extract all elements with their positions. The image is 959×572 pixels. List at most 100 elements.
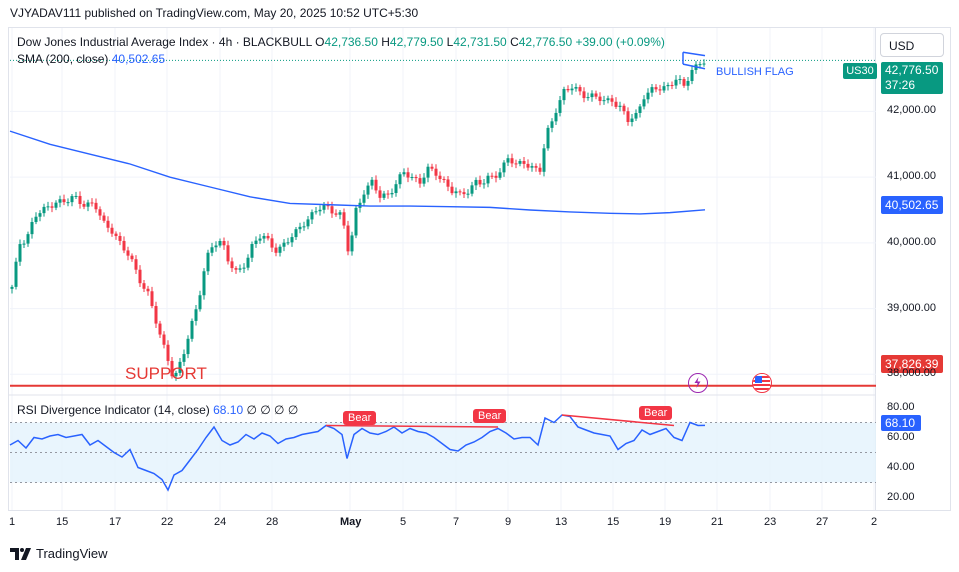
divergence-line [325, 424, 499, 428]
candle-body [546, 127, 550, 149]
candle-body [258, 238, 262, 241]
candle-body [130, 255, 134, 260]
rsi-tick-label: 80.00 [887, 400, 915, 413]
candle-body [698, 64, 702, 66]
candle-body [50, 206, 54, 208]
candle-body [398, 174, 402, 185]
footer-brand: TradingView [36, 546, 108, 561]
candle-body [366, 185, 370, 195]
candle-body [294, 229, 298, 238]
candle-body [482, 183, 486, 185]
candle-body [198, 295, 202, 310]
time-tick-label: 24 [214, 516, 227, 528]
candle-body [462, 192, 466, 195]
time-tick-label: May [340, 516, 362, 528]
candle-body [414, 177, 418, 179]
candle-body [474, 179, 478, 186]
legend-title: Dow Jones Industrial Average Index · 4h … [17, 35, 312, 49]
candle-body [330, 206, 334, 214]
candle-body [574, 87, 578, 89]
candle-body [262, 235, 266, 239]
time-tick-label: 7 [453, 516, 460, 528]
candle-body [326, 204, 330, 207]
lightning-icon[interactable] [688, 373, 708, 393]
candle-body [606, 98, 610, 101]
candle-body [94, 202, 98, 210]
candle-body [638, 106, 642, 113]
candle-body [54, 202, 58, 208]
candle-body [466, 193, 470, 195]
candle-body [142, 283, 146, 289]
candle-body [234, 268, 238, 270]
candle-body [634, 112, 638, 119]
candle-body [274, 247, 278, 253]
candle-body [506, 158, 510, 163]
candle-body [614, 101, 618, 107]
time-tick-label: 28 [266, 516, 279, 528]
candle-body [674, 79, 678, 86]
us-flag-icon[interactable] [752, 373, 772, 393]
symbol-badge: US30 [843, 63, 877, 79]
candle-body [362, 194, 366, 203]
candle-body [26, 234, 30, 244]
candle-body [298, 226, 302, 230]
time-tick-label: 13 [555, 516, 568, 528]
candle-body [650, 87, 654, 93]
candle-body [458, 191, 462, 193]
candle-body [566, 88, 570, 91]
candle-body [230, 261, 234, 269]
candle-body [602, 100, 606, 102]
sma-legend-label: SMA (200, close) [17, 52, 109, 66]
candle-body [334, 213, 338, 215]
candle-body [374, 179, 378, 191]
candle-body [354, 207, 358, 236]
candle-body [242, 267, 246, 269]
candle-body [382, 193, 386, 198]
candle-body [210, 247, 214, 253]
tradingview-footer[interactable]: TradingView [10, 546, 108, 561]
candle-body [254, 240, 258, 245]
change-value: +39.00 (+0.09%) [575, 35, 665, 49]
candle-body [282, 242, 286, 247]
chart-frame [8, 27, 876, 511]
candle-body [78, 195, 82, 204]
candle-body [286, 242, 290, 244]
candle-body [314, 211, 318, 213]
candle-body [214, 245, 218, 248]
time-tick-label: 5 [400, 516, 407, 528]
legend: Dow Jones Industrial Average Index · 4h … [17, 35, 665, 66]
candle-body [318, 209, 322, 212]
candle-body [434, 168, 438, 176]
candle-body [514, 163, 518, 165]
candle-body [494, 175, 498, 178]
candle-body [22, 243, 26, 245]
candle-body [222, 241, 226, 246]
candle-body [470, 185, 474, 194]
sma-legend-value: 40,502.65 [111, 52, 166, 66]
bear-label: Bear [639, 406, 673, 420]
price-tick-label: 41,000.00 [887, 170, 936, 183]
candle-body [170, 360, 174, 377]
rsi-legend: RSI Divergence Indicator (14, close) 68.… [17, 403, 298, 417]
candle-body [522, 161, 526, 164]
price-axis-frame [876, 27, 951, 511]
candle-body [122, 240, 126, 251]
candle-body [62, 199, 66, 203]
candle-body [90, 202, 94, 204]
candle-body [666, 84, 670, 87]
time-tick-label: 15 [56, 516, 69, 528]
rsi-badge: 68.10 [881, 415, 921, 431]
candle-body [42, 206, 46, 214]
open-value: 42,736.50 [324, 35, 378, 49]
candle-body [86, 202, 90, 207]
candle-body [306, 219, 310, 227]
candle-body [622, 105, 626, 112]
candle-body [106, 220, 110, 228]
rsi-label: RSI Divergence Indicator (14, close) [17, 403, 210, 417]
currency-button[interactable]: USD [880, 33, 944, 57]
candle-body [174, 372, 178, 377]
candle-body [490, 175, 494, 177]
price-badge-value: 42,776.50 [885, 63, 939, 77]
candle-body [126, 250, 130, 256]
